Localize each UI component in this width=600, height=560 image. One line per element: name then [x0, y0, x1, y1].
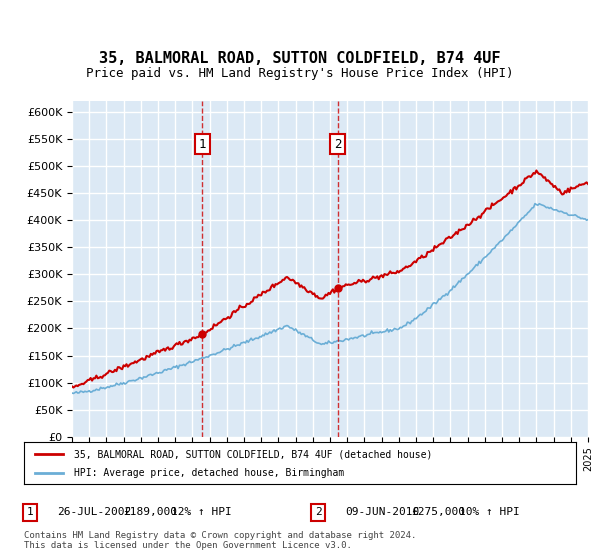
Text: 26-JUL-2002: 26-JUL-2002 [57, 507, 131, 517]
Text: Contains HM Land Registry data © Crown copyright and database right 2024.
This d: Contains HM Land Registry data © Crown c… [24, 530, 416, 550]
Text: 2: 2 [314, 507, 322, 517]
Text: 2: 2 [334, 138, 341, 151]
Text: 10% ↑ HPI: 10% ↑ HPI [459, 507, 520, 517]
Text: £275,000: £275,000 [411, 507, 465, 517]
Text: 12% ↑ HPI: 12% ↑ HPI [171, 507, 232, 517]
Text: 1: 1 [26, 507, 34, 517]
Text: 09-JUN-2010: 09-JUN-2010 [345, 507, 419, 517]
Text: 1: 1 [199, 138, 206, 151]
Text: HPI: Average price, detached house, Birmingham: HPI: Average price, detached house, Birm… [74, 468, 344, 478]
Text: 35, BALMORAL ROAD, SUTTON COLDFIELD, B74 4UF: 35, BALMORAL ROAD, SUTTON COLDFIELD, B74… [99, 52, 501, 66]
Text: £189,000: £189,000 [123, 507, 177, 517]
Text: 35, BALMORAL ROAD, SUTTON COLDFIELD, B74 4UF (detached house): 35, BALMORAL ROAD, SUTTON COLDFIELD, B74… [74, 449, 432, 459]
Text: Price paid vs. HM Land Registry's House Price Index (HPI): Price paid vs. HM Land Registry's House … [86, 67, 514, 81]
